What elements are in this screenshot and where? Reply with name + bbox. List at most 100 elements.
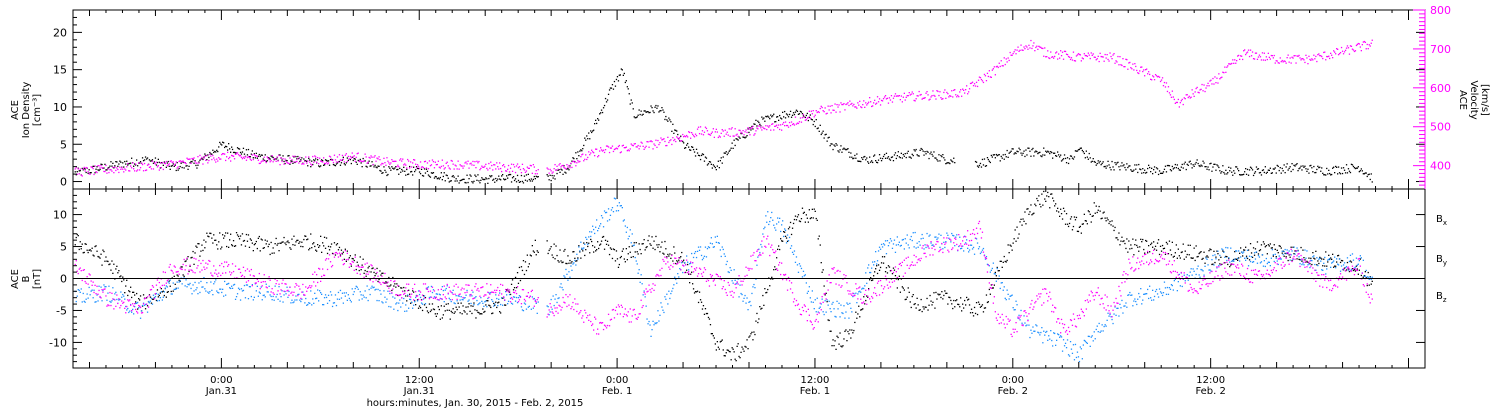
data-point [247, 298, 250, 300]
data-point [128, 290, 130, 292]
data-point [368, 156, 370, 159]
data-point [742, 348, 744, 350]
data-point [446, 161, 448, 163]
data-point [171, 293, 173, 295]
data-point [759, 123, 761, 125]
data-point [569, 259, 571, 262]
data-point [547, 306, 549, 308]
data-point [252, 299, 254, 301]
data-point [684, 147, 686, 149]
data-point [492, 179, 494, 181]
data-point [1110, 316, 1112, 318]
data-point [690, 137, 692, 139]
data-point [90, 172, 92, 174]
data-point [305, 156, 307, 158]
data-point [1306, 170, 1308, 172]
data-point [1043, 190, 1045, 193]
data-point [723, 253, 725, 255]
data-point [1065, 53, 1068, 55]
data-point [730, 147, 732, 149]
data-point [137, 308, 139, 310]
data-point [708, 133, 711, 136]
data-point [451, 175, 453, 178]
data-point [512, 163, 515, 166]
data-point [558, 261, 560, 263]
data-point [1155, 249, 1158, 251]
data-point [1212, 263, 1214, 265]
data-point [1158, 253, 1161, 256]
data-point [527, 173, 529, 175]
data-point [588, 236, 590, 238]
data-point [880, 99, 883, 102]
data-point [1093, 56, 1095, 58]
data-point [660, 137, 662, 139]
data-point [931, 153, 933, 156]
data-point [1220, 256, 1222, 258]
data-point [1019, 221, 1021, 223]
data-point [423, 168, 426, 170]
data-point [400, 287, 402, 289]
data-point [1122, 312, 1124, 314]
legend-bx-label: B [1436, 214, 1443, 225]
data-point [669, 253, 671, 255]
data-point [675, 262, 677, 265]
data-point [362, 258, 364, 260]
data-point [154, 163, 157, 165]
data-point [1032, 45, 1034, 47]
data-point [1184, 161, 1186, 163]
data-point [828, 319, 830, 322]
data-point [801, 113, 804, 115]
data-point [1315, 55, 1317, 58]
data-point [1364, 271, 1366, 273]
data-point [582, 248, 584, 250]
data-point [423, 295, 426, 297]
data-point [212, 242, 214, 244]
data-point [661, 107, 663, 109]
data-point [184, 162, 186, 164]
data-point [1097, 331, 1099, 333]
data-point [1007, 293, 1009, 295]
data-point [1131, 294, 1133, 296]
data-point [393, 168, 395, 170]
data-point [667, 120, 669, 122]
data-point [896, 155, 898, 157]
data-point [647, 141, 649, 143]
data-point [1139, 296, 1141, 298]
data-point [1369, 178, 1371, 181]
data-point [1063, 154, 1066, 156]
data-point [1070, 216, 1073, 218]
data-point [879, 104, 882, 106]
data-point [212, 294, 214, 296]
data-point [462, 299, 464, 301]
data-point [1000, 155, 1002, 158]
data-point [193, 162, 195, 164]
data-point [438, 308, 440, 311]
data-point [227, 232, 229, 234]
data-point [197, 243, 199, 245]
data-point [962, 88, 964, 90]
data-point [271, 155, 273, 157]
data-point [1052, 345, 1054, 347]
data-point [1317, 165, 1319, 167]
data-point [425, 168, 428, 170]
data-point [939, 293, 941, 295]
data-point [1359, 258, 1361, 260]
data-point [636, 146, 638, 148]
data-point [993, 273, 995, 275]
data-point [864, 155, 866, 158]
data-point [189, 265, 191, 267]
data-point [976, 313, 979, 316]
data-point [124, 168, 126, 170]
data-point [1313, 54, 1315, 56]
data-point [1006, 61, 1008, 63]
data-point [883, 256, 886, 258]
data-point [888, 158, 891, 160]
data-point [502, 174, 504, 176]
data-point [1271, 247, 1273, 249]
data-point [1068, 56, 1071, 58]
data-point [616, 148, 619, 150]
data-point [451, 311, 453, 314]
series-ion-density [74, 68, 1373, 184]
data-point [508, 293, 511, 296]
data-point [731, 127, 733, 129]
